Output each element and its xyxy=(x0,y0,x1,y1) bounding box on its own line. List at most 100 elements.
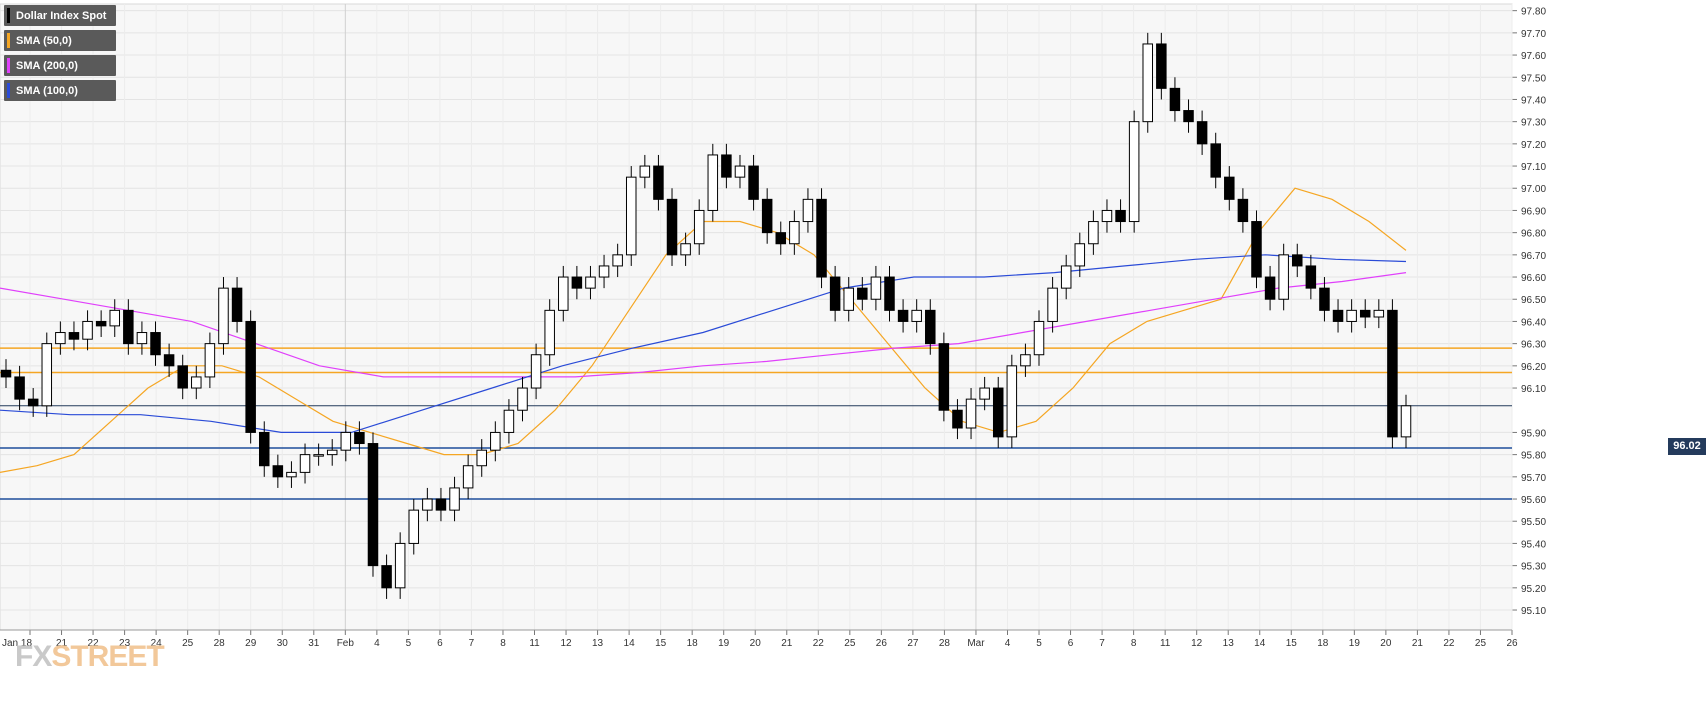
candle-body xyxy=(1196,121,1208,145)
candle-body xyxy=(517,387,528,411)
x-tick-label: 15 xyxy=(655,638,667,649)
y-tick-label: 95.40 xyxy=(1521,539,1546,550)
x-tick-label: 18 xyxy=(1317,638,1329,649)
x-tick-label: 28 xyxy=(214,638,226,649)
candle-body xyxy=(422,498,433,511)
x-tick-label: 13 xyxy=(1223,638,1235,649)
candle-body xyxy=(1156,43,1167,89)
candle-body xyxy=(1346,309,1357,322)
candle-body xyxy=(558,276,569,311)
candle-body xyxy=(816,198,827,278)
candle-body xyxy=(761,198,773,234)
y-tick-label: 96.20 xyxy=(1521,362,1546,373)
x-tick-label: 12 xyxy=(560,638,572,649)
candle-body xyxy=(857,287,868,300)
x-tick-label: 20 xyxy=(1380,638,1392,649)
legend: Dollar Index Spot SMA (50,0) SMA (200,0)… xyxy=(4,5,117,105)
y-tick-label: 96.70 xyxy=(1521,251,1546,262)
x-tick-label: 25 xyxy=(182,638,194,649)
candle-body xyxy=(693,209,705,245)
candle-body xyxy=(1128,121,1140,223)
x-tick-label: 24 xyxy=(151,638,163,649)
sma-line xyxy=(0,272,1407,378)
legend-item-sma200[interactable]: SMA (200,0) xyxy=(4,55,117,76)
legend-item-sma100[interactable]: SMA (100,0) xyxy=(4,80,117,101)
x-tick-label: 22 xyxy=(88,638,100,649)
candle-body xyxy=(150,332,161,356)
y-tick-label: 97.10 xyxy=(1521,162,1546,173)
candle-body xyxy=(789,221,800,245)
y-tick-label: 97.20 xyxy=(1521,140,1546,151)
x-tick-label: 14 xyxy=(624,638,636,649)
x-tick-label: 27 xyxy=(907,638,919,649)
y-tick-label: 95.70 xyxy=(1521,473,1546,484)
candle-body xyxy=(204,343,216,378)
y-tick-label: 97.00 xyxy=(1521,184,1546,195)
x-tick-label: 25 xyxy=(1475,638,1487,649)
candle-body xyxy=(1169,87,1181,112)
x-tick-label: 14 xyxy=(1254,638,1266,649)
candle-body xyxy=(218,287,229,345)
x-tick-label: 8 xyxy=(1131,638,1137,649)
candle-body xyxy=(1264,276,1276,300)
candle-body xyxy=(775,232,787,245)
x-tick-label: 7 xyxy=(1099,638,1105,649)
legend-label: SMA (100,0) xyxy=(16,84,78,97)
candle-body xyxy=(245,320,256,433)
candle-body xyxy=(1332,309,1344,322)
candle-body xyxy=(1210,143,1221,178)
y-tick-label: 96.30 xyxy=(1521,340,1546,351)
y-tick-label: 96.10 xyxy=(1521,384,1546,395)
candle-body xyxy=(571,276,583,289)
x-tick-label: 12 xyxy=(1191,638,1203,649)
candle-body xyxy=(14,376,25,400)
y-tick-label: 95.80 xyxy=(1521,451,1546,462)
candle-body xyxy=(1088,221,1099,245)
candle-body xyxy=(1142,43,1154,123)
y-tick-label: 95.60 xyxy=(1521,495,1546,506)
candle-body xyxy=(109,309,120,327)
candle-body xyxy=(55,332,66,345)
candle-body xyxy=(1251,221,1262,278)
candle-body xyxy=(734,165,746,178)
y-tick-label: 96.40 xyxy=(1521,317,1546,328)
legend-item-sma50[interactable]: SMA (50,0) xyxy=(4,30,117,51)
candle-body xyxy=(585,276,596,289)
candle-body xyxy=(95,320,107,327)
x-tick-label: 6 xyxy=(437,638,443,649)
x-tick-label: 21 xyxy=(56,638,68,649)
candle-body xyxy=(1278,254,1289,300)
x-tick-label: 4 xyxy=(1005,638,1011,649)
x-tick-label: 18 xyxy=(687,638,699,649)
candle-body xyxy=(1074,243,1086,267)
x-tick-label: 5 xyxy=(406,638,412,649)
candle-body xyxy=(653,165,664,200)
candle-body xyxy=(476,449,487,467)
y-tick-label: 95.20 xyxy=(1521,584,1546,595)
legend-item-price[interactable]: Dollar Index Spot xyxy=(4,5,117,26)
x-tick-label: 21 xyxy=(1412,638,1424,649)
candle-body xyxy=(1237,198,1249,223)
legend-label: Dollar Index Spot xyxy=(16,9,107,22)
x-tick-label: 26 xyxy=(1506,638,1518,649)
x-tick-label: 11 xyxy=(1160,638,1171,649)
x-tick-label: 5 xyxy=(1036,638,1042,649)
candle-body xyxy=(897,309,909,322)
candle-body xyxy=(394,542,406,589)
candle-body xyxy=(829,276,841,311)
candle-body xyxy=(354,431,365,445)
y-tick-label: 97.40 xyxy=(1521,95,1546,106)
candle-body xyxy=(952,409,963,429)
candle-body xyxy=(272,465,284,478)
y-tick-label: 96.90 xyxy=(1521,206,1546,217)
candle-body xyxy=(639,165,651,178)
candle-body xyxy=(490,431,501,451)
candle-body xyxy=(911,309,922,322)
candle-body xyxy=(1400,405,1412,438)
candle-body xyxy=(27,398,39,407)
y-tick-label: 97.60 xyxy=(1521,51,1546,62)
legend-swatch xyxy=(7,33,10,48)
candle-body xyxy=(1305,265,1317,289)
candle-body xyxy=(1387,309,1398,438)
